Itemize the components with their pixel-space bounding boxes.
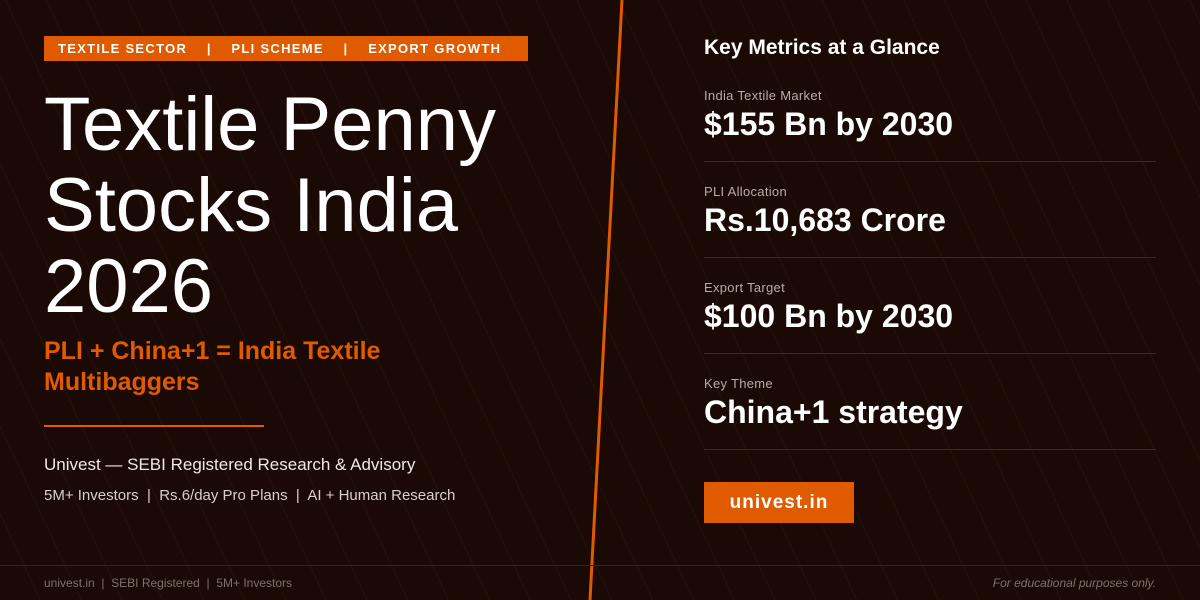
metrics-panel: Key Metrics at a Glance India Textile Ma… [704,36,1156,523]
sector-tags: TEXTILE SECTOR | PLI SCHEME | EXPORT GRO… [44,36,528,61]
metric-item: Export Target $100 Bn by 2030 [704,280,1156,354]
accent-rule [44,425,264,427]
metric-value: $155 Bn by 2030 [704,106,954,142]
footer-left: univest.in | SEBI Registered | 5M+ Inves… [44,576,293,590]
metric-label: India Textile Market [704,88,822,103]
univest-link-button[interactable]: univest.in [704,482,854,523]
metric-value: Rs.10,683 Crore [704,202,946,238]
metric-label: PLI Allocation [704,184,787,199]
metric-item: India Textile Market $155 Bn by 2030 [704,88,1156,162]
footer-disclaimer: For educational purposes only. [992,576,1156,590]
title-line: Stocks India [44,163,458,248]
brand-line: Univest — SEBI Registered Research & Adv… [44,455,416,474]
title-line: Textile Penny [44,82,497,167]
metric-label: Export Target [704,280,785,295]
metrics-heading: Key Metrics at a Glance [704,36,940,59]
title-line: 2026 [44,244,214,329]
page-title: Textile Penny Stocks India 2026 [44,84,496,327]
footer-divider [0,565,1200,566]
metric-value: $100 Bn by 2030 [704,298,954,334]
subtitle: PLI + China+1 = India Textile Multibagge… [44,337,381,396]
metric-item: PLI Allocation Rs.10,683 Crore [704,184,1156,258]
metric-value: China+1 strategy [704,394,963,430]
metric-label: Key Theme [704,376,773,391]
metric-item: Key Theme China+1 strategy [704,376,1156,450]
facts-line: 5M+ Investors | Rs.6/day Pro Plans | AI … [44,487,456,504]
